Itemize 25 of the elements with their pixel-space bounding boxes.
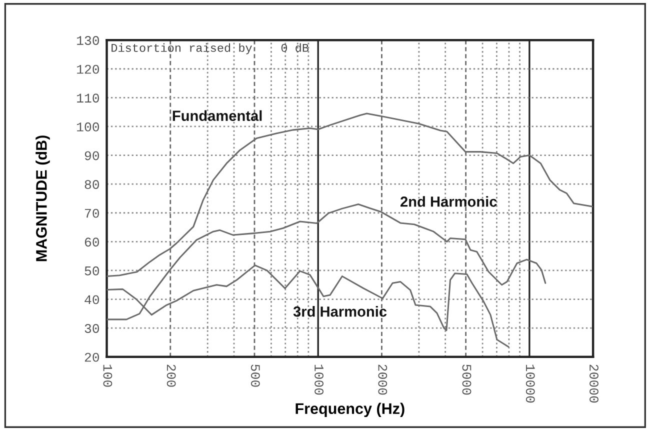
annotation: Distortion raised by 0 dB <box>112 43 309 54</box>
y-tick-label: 80 <box>84 180 100 189</box>
y-tick-label: 100 <box>77 122 100 132</box>
y-tick-label: 60 <box>84 238 100 247</box>
y-tick-label: 110 <box>77 94 100 103</box>
y-tick-label: 130 <box>77 36 100 45</box>
y-tick-label: 120 <box>77 64 100 74</box>
y-tick-label: 90 <box>84 151 100 160</box>
series-label: Fundamental <box>172 110 262 121</box>
x-axis-title: Frequency (Hz) <box>296 402 404 418</box>
x-tick-label: 2000 <box>378 364 388 395</box>
x-tick-label: 5000 <box>462 364 472 395</box>
y-tick-label: 50 <box>84 266 100 276</box>
y-axis-title: MAGNITUDE (dB) <box>36 136 50 262</box>
x-tick-label: 500 <box>250 364 260 387</box>
y-tick-label: 20 <box>84 352 100 362</box>
series-label: 3rd Harmonic <box>293 306 387 317</box>
x-tick-label: 200 <box>166 364 176 387</box>
x-tick-label: 10000 <box>526 364 535 403</box>
x-tick-label: 1000 <box>314 364 324 395</box>
series-label: 2nd Harmonic <box>400 196 497 207</box>
y-tick-label: 30 <box>84 324 100 333</box>
x-tick-label: 20000 <box>590 364 598 403</box>
y-tick-label: 40 <box>84 295 100 304</box>
y-tick-label: 70 <box>85 208 100 218</box>
